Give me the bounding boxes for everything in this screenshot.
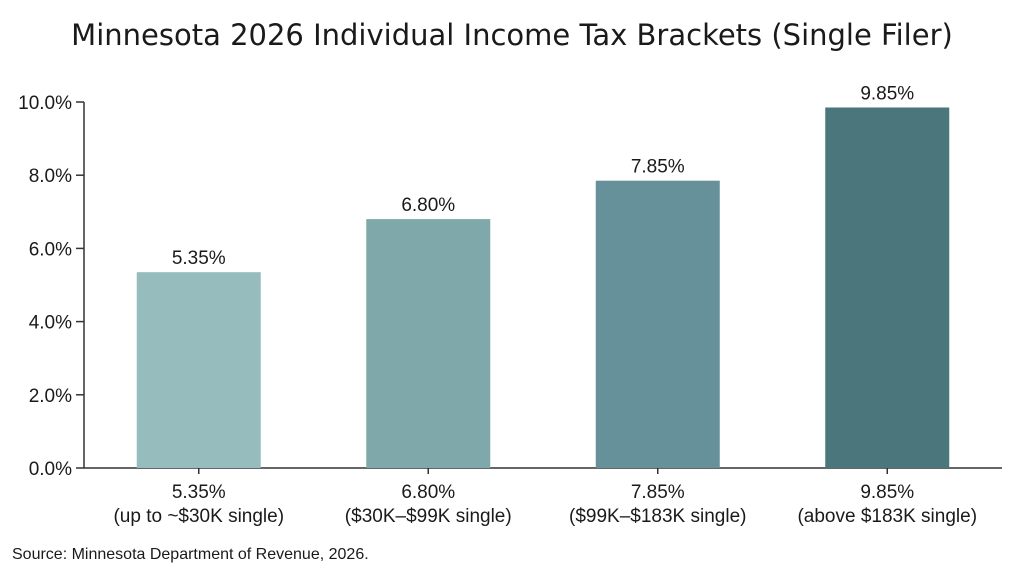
y-tick-label: 6.0% [29, 239, 72, 260]
bar-value-label: 5.35% [172, 248, 226, 269]
bar [366, 219, 491, 468]
x-category-label: (above $183K single) [797, 506, 977, 527]
bar [825, 107, 950, 469]
y-tick-label: 0.0% [29, 459, 72, 480]
x-category-label: 7.85% [631, 482, 685, 503]
y-tick-label: 10.0% [18, 93, 72, 114]
x-category-label: 6.80% [401, 482, 455, 503]
x-category-label: (up to ~$30K single) [113, 506, 284, 527]
bar [595, 180, 720, 468]
bars [136, 107, 950, 469]
labels: 5.35% 5.35% (up to ~$30K single) 6.80% 6.80%… [113, 83, 977, 527]
chart-title: Minnesota 2026 Individual Income Tax Bra… [71, 18, 953, 52]
x-category-label: 5.35% [172, 482, 226, 503]
bar [136, 272, 261, 468]
y-tick-label: 8.0% [29, 166, 72, 187]
bar-value-label: 9.85% [860, 83, 914, 104]
x-category-label: 9.85% [860, 482, 914, 503]
source-note: Source: Minnesota Department of Revenue,… [12, 546, 369, 563]
bar-value-label: 7.85% [631, 157, 685, 178]
y-tick-label: 2.0% [29, 386, 72, 407]
bar-value-label: 6.80% [401, 195, 455, 216]
y-tick-label: 4.0% [29, 313, 72, 334]
x-category-label: ($99K–$183K single) [569, 506, 746, 527]
x-category-label: ($30K–$99K single) [345, 506, 512, 527]
